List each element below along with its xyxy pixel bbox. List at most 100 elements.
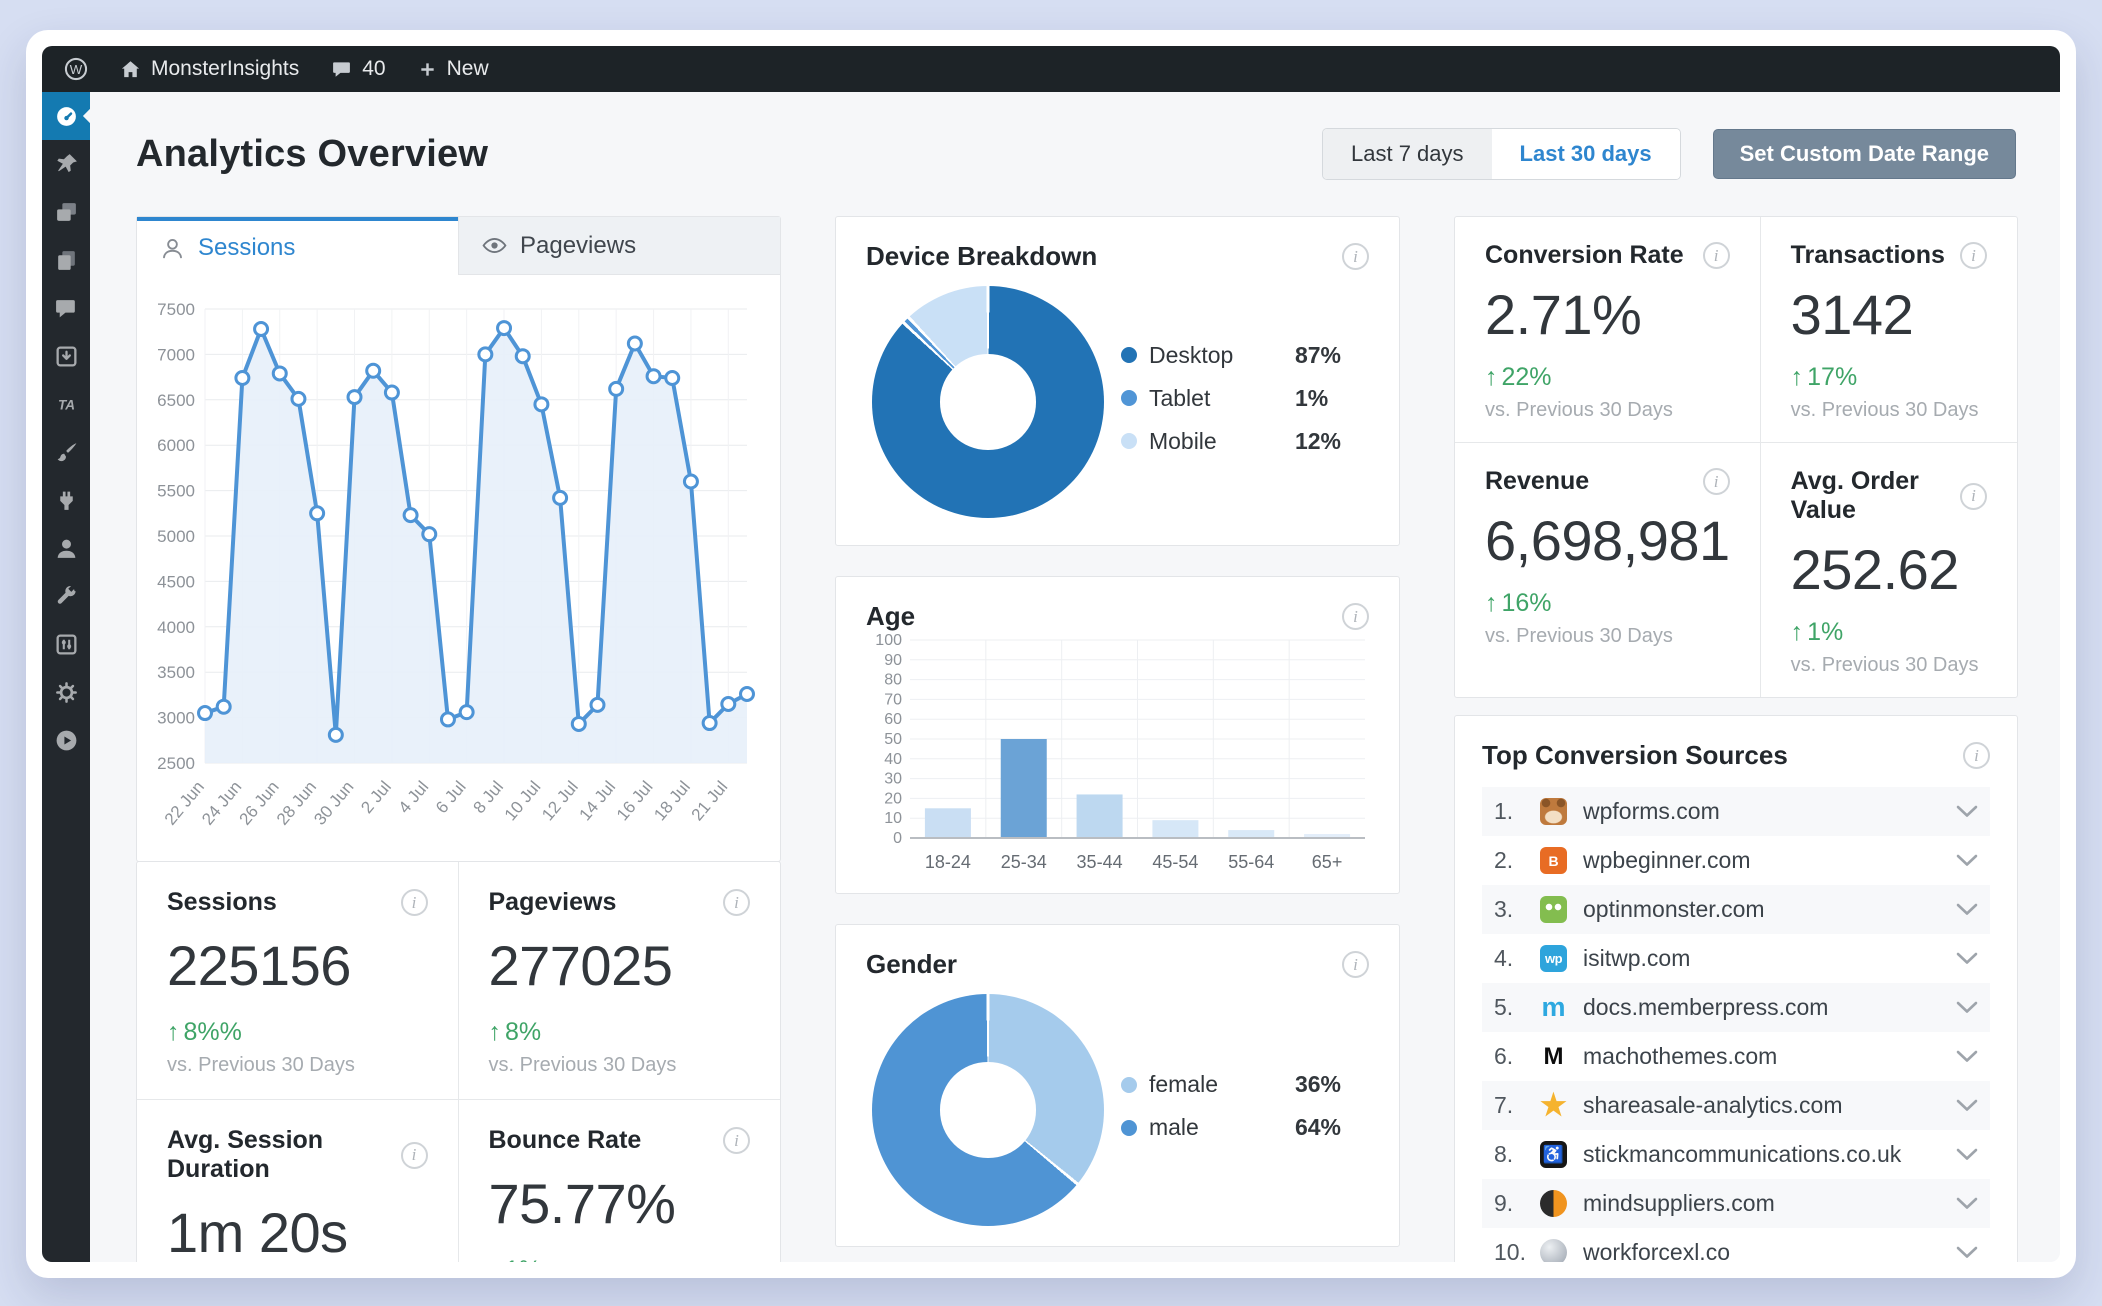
chevron-down-icon: [1956, 1246, 1978, 1258]
kpi-card: Bounce Rate i 75.77% ↓1% vs. Previous 30…: [459, 1100, 781, 1262]
wp-admin-sidebar: TA: [42, 92, 98, 1262]
conversion-source-row[interactable]: 3. optinmonster.com: [1482, 885, 1990, 934]
sidebar-item-appearance-brush[interactable]: [42, 428, 90, 476]
kpi-note: vs. Previous 30 Days: [1790, 399, 1979, 421]
tools-wrench-icon: [57, 585, 76, 604]
svg-text:20: 20: [884, 790, 902, 807]
svg-text:55-64: 55-64: [1228, 852, 1274, 872]
site-menu[interactable]: MonsterInsights: [104, 46, 315, 92]
legend-dot: [1120, 1119, 1137, 1136]
chevron-down-icon: [1956, 952, 1978, 964]
info-icon[interactable]: i: [1960, 242, 1987, 269]
info-icon[interactable]: i: [1342, 243, 1369, 270]
sidebar-item-plugins-plug[interactable]: [42, 476, 90, 524]
info-icon[interactable]: i: [723, 889, 750, 916]
tab-pageviews[interactable]: Pageviews: [458, 217, 780, 275]
sidebar-item-pages[interactable]: [42, 236, 90, 284]
source-rank: 5.: [1494, 994, 1514, 1020]
kpi-value: 6,698,981: [1485, 509, 1730, 572]
set-custom-date-range-button[interactable]: Set Custom Date Range: [1712, 129, 2016, 179]
conversion-source-row[interactable]: 1. wpforms.com: [1482, 787, 1990, 836]
info-icon[interactable]: i: [400, 889, 428, 916]
conversion-source-row[interactable]: 4. wp isitwp.com: [1482, 934, 1990, 983]
svg-text:W: W: [70, 62, 83, 77]
sidebar-item-dashboard-gauge[interactable]: [42, 92, 98, 140]
info-icon[interactable]: i: [723, 1127, 750, 1154]
kpi-value: 225156: [167, 934, 351, 997]
sidebar-item-pushpin[interactable]: [42, 140, 90, 188]
kpi-card: Avg. Order Value i 252.62 ↑ 1% vs. Previo…: [1761, 443, 2017, 697]
gear-badge-icon: [55, 681, 77, 703]
last-7-days-button[interactable]: Last 7 days: [1323, 129, 1492, 179]
svg-text:6500: 6500: [157, 391, 195, 410]
sidebar-item-comments[interactable]: [42, 284, 90, 332]
legend-label: Tablet: [1148, 384, 1211, 411]
chevron-down-icon: [1956, 1197, 1978, 1209]
info-icon[interactable]: i: [1702, 242, 1730, 269]
chevron-down-icon: [1956, 805, 1978, 817]
legend-value: 12%: [1294, 427, 1341, 454]
info-icon[interactable]: i: [1702, 468, 1730, 495]
svg-text:30 Jun: 30 Jun: [310, 777, 357, 828]
sidebar-item-downloads[interactable]: [42, 332, 90, 380]
legend-label: Desktop: [1148, 341, 1234, 368]
kpi-delta: ↑ 22%: [1485, 363, 1552, 391]
legend-value: 64%: [1294, 1114, 1341, 1140]
source-domain: optinmonster.com: [1583, 896, 1765, 922]
svg-text:5500: 5500: [157, 482, 195, 501]
kpi-value: 75.77%: [488, 1172, 676, 1235]
info-icon[interactable]: i: [1963, 742, 1990, 769]
sidebar-item-media[interactable]: [42, 188, 90, 236]
wordpress-logo-menu[interactable]: W: [48, 46, 104, 92]
chevron-down-icon: [1956, 903, 1978, 915]
chevron-down-icon: [1956, 1099, 1978, 1111]
svg-text:24 Jun: 24 Jun: [198, 777, 245, 828]
conversion-source-row[interactable]: 9. mindsuppliers.com: [1482, 1179, 1990, 1228]
device-donut-chart: [872, 286, 1104, 518]
info-icon[interactable]: i: [400, 1141, 428, 1169]
tab-sessions[interactable]: Sessions: [137, 217, 458, 275]
info-icon[interactable]: i: [1960, 482, 1987, 510]
age-card: Age i 0 10 20 30 40 50 60 70 80 90 100 18-24 25-34 35…: [835, 576, 1400, 894]
conversion-source-row[interactable]: 6. M machothemes.com: [1482, 1032, 1990, 1081]
new-content-menu[interactable]: New: [402, 46, 505, 92]
last-30-days-button[interactable]: Last 30 days: [1491, 129, 1680, 179]
svg-text:45-54: 45-54: [1152, 852, 1198, 872]
sidebar-item-video-play[interactable]: [42, 716, 90, 764]
conversion-source-row[interactable]: 7. ★ shareasale-analytics.com: [1482, 1081, 1990, 1130]
sidebar-item-gear-badge[interactable]: [42, 668, 90, 716]
legend-row-tablet: Tablet 1%: [1120, 384, 1341, 412]
svg-text:21 Jul: 21 Jul: [688, 777, 732, 824]
legend-dot: [1120, 390, 1137, 406]
kpi-title: Conversion Rate: [1485, 241, 1684, 269]
legend-dot: [1120, 347, 1137, 363]
comments-menu[interactable]: 40: [315, 46, 401, 92]
sidebar-item-settings-sliders[interactable]: [42, 620, 90, 668]
conversion-source-row[interactable]: 5. m docs.memberpress.com: [1482, 983, 1990, 1032]
conversion-source-row[interactable]: 2. B wpbeginner.com: [1482, 836, 1990, 885]
site-name: MonsterInsights: [151, 57, 300, 80]
legend-value: 36%: [1294, 1071, 1341, 1097]
legend-value: 1%: [1294, 384, 1329, 411]
new-label: New: [446, 57, 489, 80]
middle-column: Device Breakdown i Desktop 87% Tablet 1% Mob…: [835, 216, 1400, 1247]
pages-icon: [57, 250, 75, 270]
memberpress-favicon-icon: m: [1541, 992, 1566, 1022]
kpi-delta: ↓1%: [489, 1256, 751, 1262]
gender-donut-chart: [872, 994, 1104, 1226]
conversion-source-row[interactable]: 10. workforcexl.co: [1482, 1228, 1990, 1262]
source-rank: 8.: [1494, 1141, 1514, 1167]
info-icon[interactable]: i: [1342, 951, 1369, 978]
svg-text:65+: 65+: [1312, 852, 1343, 872]
info-icon[interactable]: i: [1342, 603, 1369, 630]
sidebar-item-users-person[interactable]: [42, 524, 90, 572]
thirstyaffiliates-ta-icon: TA: [57, 397, 74, 412]
sidebar-item-thirstyaffiliates-ta[interactable]: TA: [42, 380, 90, 428]
sidebar-item-tools-wrench[interactable]: [42, 572, 90, 620]
conversion-source-row[interactable]: 8. ♿ stickmancommunications.co.uk: [1482, 1130, 1990, 1179]
source-rank: 9.: [1494, 1190, 1514, 1216]
svg-text:6 Jul: 6 Jul: [432, 777, 470, 817]
kpi-delta: ↑ 17%: [1790, 363, 1858, 391]
svg-text:40: 40: [884, 751, 902, 768]
stickman-favicon-icon: ♿: [1540, 1141, 1567, 1168]
